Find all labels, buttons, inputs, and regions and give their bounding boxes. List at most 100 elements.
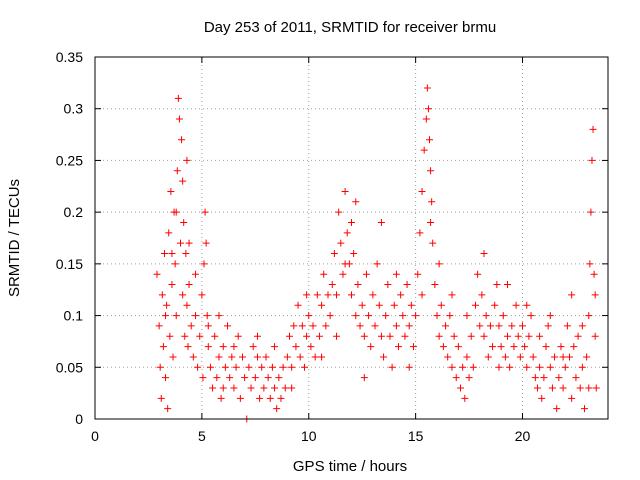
data-point (226, 374, 234, 382)
data-point (371, 322, 379, 330)
data-point (277, 394, 285, 402)
data-point (435, 332, 443, 340)
data-point (209, 384, 217, 392)
data-point (202, 239, 210, 247)
data-point (305, 312, 313, 320)
y-axis-label: SRMTID / TECUs (6, 179, 23, 297)
data-point (266, 394, 274, 402)
data-point (180, 218, 188, 226)
data-point (165, 229, 173, 237)
data-point (348, 291, 355, 299)
data-point (162, 312, 170, 320)
data-point (474, 270, 482, 278)
data-point (260, 384, 268, 392)
data-point (407, 301, 415, 309)
data-point (386, 332, 394, 340)
data-point (153, 270, 161, 278)
data-point (168, 250, 176, 258)
data-point (343, 229, 351, 237)
data-point (348, 218, 355, 226)
data-point (461, 394, 469, 402)
data-point (179, 291, 187, 299)
data-point (418, 291, 426, 299)
data-point (273, 405, 281, 413)
data-point (514, 332, 522, 340)
data-point (230, 384, 238, 392)
data-point (519, 322, 526, 330)
data-point (589, 125, 597, 133)
data-point (360, 332, 368, 340)
data-point (160, 250, 168, 258)
data-point (189, 353, 197, 361)
data-point (397, 291, 405, 299)
data-point (288, 363, 296, 371)
data-point (199, 374, 207, 382)
data-point (191, 312, 199, 320)
data-point (426, 136, 434, 144)
data-point (527, 312, 535, 320)
data-point (409, 343, 417, 351)
data-point (245, 363, 253, 371)
data-point (234, 332, 242, 340)
data-point (281, 384, 289, 392)
data-point (420, 146, 428, 154)
data-point (588, 156, 596, 164)
data-point (546, 363, 554, 371)
data-point (185, 239, 193, 247)
data-point (559, 353, 567, 361)
data-point (427, 167, 435, 175)
data-point (198, 291, 206, 299)
y-tick-label: 0 (75, 411, 83, 427)
x-tick-label: 5 (198, 428, 206, 444)
data-point (173, 167, 181, 175)
data-point (271, 343, 279, 351)
data-point (536, 332, 544, 340)
data-point (200, 260, 208, 268)
data-point (232, 363, 240, 371)
data-point (495, 322, 503, 330)
data-point (337, 239, 345, 247)
data-point (444, 353, 452, 361)
data-point (172, 312, 180, 320)
data-point (213, 374, 221, 382)
data-point (563, 322, 571, 330)
x-tick-label: 15 (408, 428, 424, 444)
data-point (495, 363, 503, 371)
data-point (459, 363, 467, 371)
chart-title: Day 253 of 2011, SRMTID for receiver brm… (204, 19, 496, 36)
data-point (508, 322, 516, 330)
data-point (501, 353, 509, 361)
data-point (354, 281, 362, 289)
data-point (358, 301, 366, 309)
data-point (365, 312, 373, 320)
data-point (471, 301, 479, 309)
data-point (523, 363, 531, 371)
data-point (168, 281, 176, 289)
data-point (184, 343, 192, 351)
data-point (157, 394, 165, 402)
x-axis-ticks: 0 5 10 15 20 (91, 57, 530, 444)
data-point (431, 281, 439, 289)
data-point (428, 198, 436, 206)
data-point (177, 239, 184, 247)
data-point (196, 332, 204, 340)
data-point (271, 384, 279, 392)
data-point (482, 312, 490, 320)
data-point (303, 291, 311, 299)
data-point (286, 332, 294, 340)
data-point (307, 343, 315, 351)
data-point (183, 301, 191, 309)
data-point (418, 187, 426, 195)
data-point (221, 363, 229, 371)
data-point (350, 250, 358, 258)
data-point (591, 291, 599, 299)
data-point (544, 322, 552, 330)
data-point (469, 363, 477, 371)
data-point (178, 136, 186, 144)
data-point (557, 343, 565, 351)
data-point (377, 218, 385, 226)
data-point (268, 363, 276, 371)
data-point (392, 270, 400, 278)
data-point (480, 332, 488, 340)
data-point (175, 115, 183, 123)
